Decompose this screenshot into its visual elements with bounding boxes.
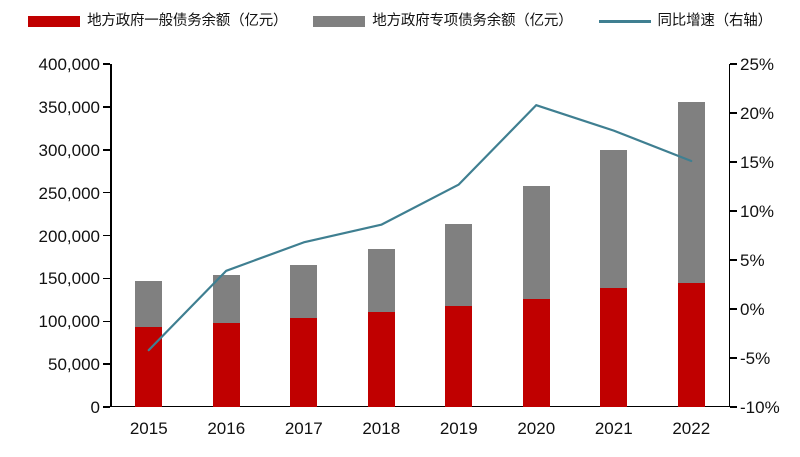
- y-axis-right-tick: [730, 308, 737, 310]
- bar-group: [522, 185, 550, 407]
- bar-segment-general-debt: [522, 298, 550, 407]
- y-axis-left-line: [110, 64, 112, 407]
- bar-segment-special-debt: [367, 249, 395, 312]
- legend-label-special-debt: 地方政府专项债务余额（亿元）: [372, 12, 573, 29]
- bar-segment-general-debt: [445, 305, 473, 407]
- bar-segment-special-debt: [212, 274, 240, 323]
- x-axis-tick-label: 2015: [129, 419, 168, 438]
- bar-segment-general-debt: [290, 317, 318, 407]
- y-axis-left-tick-label: 150,000: [38, 269, 100, 289]
- bar-segment-special-debt: [522, 185, 550, 299]
- legend-line-growth-rate: [598, 16, 651, 27]
- bar-segment-special-debt: [677, 101, 705, 283]
- y-axis-left-tick: [103, 106, 110, 108]
- y-axis-right-tick-label: 5%: [740, 251, 765, 270]
- bar-segment-special-debt: [445, 223, 473, 306]
- y-axis-left-tick: [103, 63, 110, 65]
- bar-segment-general-debt: [677, 282, 705, 407]
- bar-group: [677, 101, 705, 407]
- legend-item-special-debt: 地方政府专项债务余额（亿元）: [313, 12, 573, 29]
- y-axis-right-tick: [730, 63, 737, 65]
- bar-group: [367, 249, 395, 407]
- y-axis-right-tick-label: -5%: [740, 349, 771, 368]
- legend-item-growth-rate: 同比增速（右轴）: [598, 12, 773, 29]
- y-axis-right-tick: [730, 112, 737, 114]
- y-axis-right-tick-label: 25%: [740, 55, 775, 74]
- y-axis-right-tick-label: 10%: [740, 202, 775, 221]
- y-axis-right-line: [728, 64, 730, 407]
- y-axis-left-tick-label: 400,000: [38, 55, 100, 74]
- x-axis-line: [110, 405, 730, 407]
- legend-swatch-general-debt: [28, 15, 81, 27]
- bar-group: [290, 264, 318, 407]
- y-axis-right-tick-label: -10%: [740, 398, 780, 417]
- y-axis-left-tick-label: 0: [90, 398, 100, 417]
- y-axis-left-tick: [103, 406, 110, 408]
- y-axis-right-tick-label: 15%: [740, 153, 775, 172]
- legend-label-growth-rate: 同比增速（右轴）: [657, 12, 773, 29]
- x-axis-tick-label: 2020: [517, 419, 556, 438]
- bar-segment-special-debt: [135, 280, 163, 328]
- x-axis-tick-label: 2022: [672, 419, 711, 438]
- legend-item-general-debt: 地方政府一般债务余额（亿元）: [28, 14, 287, 29]
- bar-segment-general-debt: [367, 311, 395, 407]
- y-axis-left-tick: [103, 191, 110, 194]
- y-axis-right-tick: [730, 357, 737, 359]
- y-axis-left-tick-label: 250,000: [38, 183, 100, 203]
- x-axis-tick-label: 2018: [362, 419, 401, 438]
- y-axis-right-tick: [730, 259, 737, 261]
- y-axis-right-tick-label: 20%: [740, 104, 775, 123]
- bar-group: [212, 274, 240, 407]
- y-axis-left-tick-label: 100,000: [38, 312, 100, 332]
- y-axis-right-tick: [730, 406, 737, 408]
- y-axis-left-tick: [103, 149, 110, 151]
- bar-segment-general-debt: [212, 322, 240, 407]
- x-axis-tick-label: 2016: [207, 419, 246, 438]
- y-axis-right-tick-label: 0%: [740, 300, 765, 319]
- y-axis-left-tick-label: 300,000: [38, 140, 100, 160]
- bar-segment-general-debt: [600, 287, 628, 407]
- y-axis-right-tick: [730, 210, 737, 212]
- x-axis-tick-label: 2021: [594, 419, 633, 438]
- growth-rate-line: [147, 104, 693, 352]
- x-axis-tick-label: 2019: [439, 419, 478, 438]
- y-axis-left-tick: [103, 277, 110, 280]
- legend-label-general-debt: 地方政府一般债务余额（亿元）: [87, 12, 288, 29]
- legend-swatch-special-debt: [313, 15, 366, 27]
- growth-rate-line-layer: [147, 104, 693, 352]
- y-axis-left-tick: [103, 363, 110, 365]
- bar-group: [445, 223, 473, 407]
- plot-area: [103, 63, 737, 408]
- y-axis-left-tick: [103, 320, 110, 322]
- chart-legend: 地方政府一般债务余额（亿元） 地方政府专项债务余额（亿元） 同比增速（右轴）: [0, 6, 800, 36]
- y-axis-right-tick: [730, 161, 737, 163]
- x-axis-tick-label: 2017: [284, 419, 323, 438]
- y-axis-left-tick-label: 200,000: [38, 226, 100, 246]
- bar-group: [600, 149, 628, 407]
- y-axis-left-tick-label: 350,000: [38, 97, 100, 117]
- y-axis-left-tick: [103, 234, 110, 237]
- bar-segment-special-debt: [600, 149, 628, 288]
- bar-segment-special-debt: [290, 264, 318, 318]
- y-axis-left-tick-label: 50,000: [48, 355, 100, 375]
